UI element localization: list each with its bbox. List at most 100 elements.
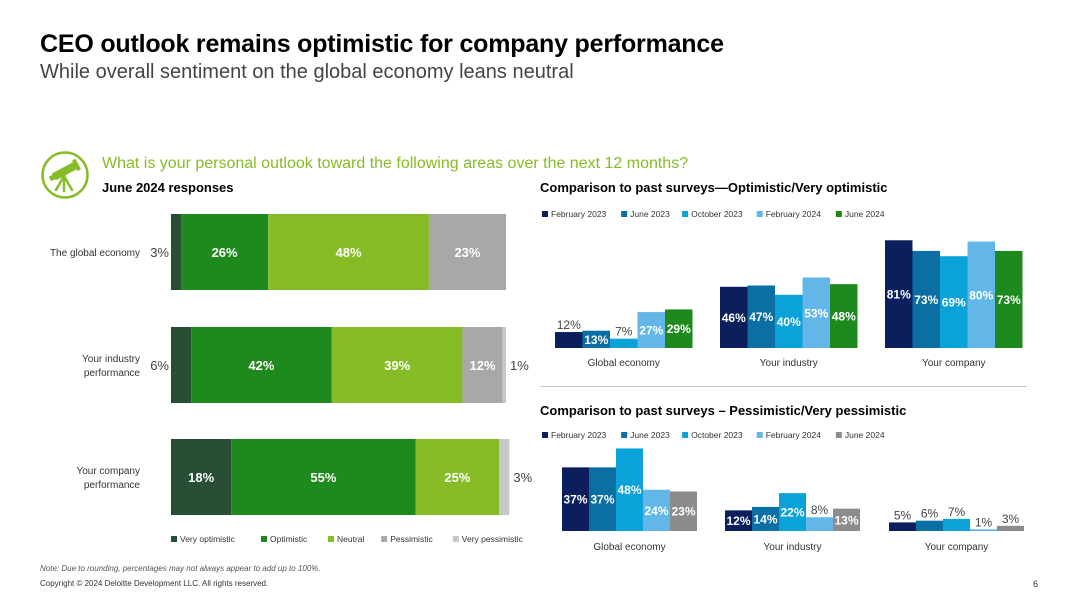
legend-item: June 2023 bbox=[630, 430, 670, 440]
legend-swatch bbox=[682, 211, 689, 217]
data-label: 1% bbox=[510, 358, 529, 373]
bar-february-2024 bbox=[802, 277, 830, 348]
bar-june-2023 bbox=[916, 520, 943, 531]
bar-february-2023 bbox=[725, 510, 752, 531]
legend-item: February 2024 bbox=[766, 209, 822, 219]
data-label: 12% bbox=[470, 358, 496, 373]
data-label: 48% bbox=[617, 483, 641, 497]
data-label: 18% bbox=[188, 470, 214, 485]
bar-segment-pessimistic bbox=[428, 214, 506, 290]
bar-segment-very-pessimistic bbox=[502, 327, 506, 403]
bar-segment-optimistic bbox=[191, 327, 332, 403]
data-label: 5% bbox=[894, 508, 912, 522]
data-label: 23% bbox=[671, 505, 695, 519]
legend-item: February 2023 bbox=[551, 430, 607, 440]
category-label: Your company bbox=[925, 542, 989, 553]
data-label: 42% bbox=[248, 358, 274, 373]
legend-item: Pessimistic bbox=[390, 534, 433, 544]
data-label: 23% bbox=[454, 245, 480, 260]
category-label: Global economy bbox=[588, 358, 660, 369]
page-subtitle: While overall sentiment on the global ec… bbox=[40, 61, 574, 83]
data-label: 24% bbox=[644, 504, 668, 518]
category-label: The global economy bbox=[50, 248, 140, 259]
bar-june-2024 bbox=[997, 525, 1024, 531]
legend-item: Neutral bbox=[337, 534, 365, 544]
legend-swatch bbox=[542, 211, 548, 217]
bar-october-2023 bbox=[775, 294, 803, 348]
pessimistic-comparison-chart: February 2023 June 2023 October 2023 Februa… bbox=[542, 430, 1024, 553]
legend-item: October 2023 bbox=[691, 430, 743, 440]
bar-february-2024 bbox=[970, 529, 997, 531]
data-label: 12% bbox=[726, 514, 750, 528]
bar-february-2023 bbox=[562, 467, 589, 531]
data-label: 48% bbox=[832, 310, 856, 324]
optimistic-chart-title: Comparison to past surveys—Optimistic/Ve… bbox=[540, 180, 888, 195]
legend-item: October 2023 bbox=[691, 209, 743, 219]
bar-june-2024 bbox=[830, 284, 858, 348]
data-label: 13% bbox=[834, 513, 858, 527]
bar-segment-neutral bbox=[331, 327, 463, 403]
category-label: Your industry bbox=[82, 354, 140, 365]
bar-june-2023 bbox=[912, 250, 940, 348]
legend-swatch bbox=[835, 432, 842, 438]
data-label: 55% bbox=[310, 470, 336, 485]
bar-segment-optimistic bbox=[181, 214, 269, 290]
data-label: 3% bbox=[1002, 512, 1020, 526]
data-label: 7% bbox=[948, 505, 966, 519]
legend-swatch bbox=[835, 211, 842, 217]
data-label: 1% bbox=[975, 515, 993, 529]
data-label: 12% bbox=[557, 318, 581, 332]
legend-swatch bbox=[261, 536, 267, 542]
legend-swatch bbox=[621, 432, 628, 438]
bar-october-2023 bbox=[943, 518, 970, 531]
stacked-bar-chart: The global economy 3% 26% 48% 23% Your indust… bbox=[50, 214, 533, 544]
data-label: 22% bbox=[780, 506, 804, 520]
data-label: 27% bbox=[639, 324, 663, 338]
data-label: 46% bbox=[722, 311, 746, 325]
bar-february-2023 bbox=[885, 240, 913, 348]
data-label: 26% bbox=[212, 245, 238, 260]
pessimistic-chart-title: Comparison to past surveys – Pessimistic… bbox=[540, 403, 907, 418]
bar-june-2024 bbox=[833, 508, 860, 531]
data-label: 47% bbox=[749, 310, 773, 324]
bar-segment-very-optimistic bbox=[171, 439, 232, 515]
bar-february-2024 bbox=[967, 241, 995, 348]
bar-february-2024 bbox=[643, 489, 670, 531]
legend-item: June 2024 bbox=[845, 209, 885, 219]
legend-swatch bbox=[452, 536, 459, 542]
bar-june-2023 bbox=[752, 506, 779, 531]
bar-segment-very-pessimistic bbox=[499, 439, 510, 515]
legend-swatch bbox=[171, 536, 177, 542]
legend-item: February 2024 bbox=[766, 430, 822, 440]
bar-june-2023 bbox=[747, 285, 775, 348]
category-label: performance bbox=[84, 368, 141, 379]
data-label: 3% bbox=[150, 245, 169, 260]
legend-item: June 2024 bbox=[845, 430, 885, 440]
data-label: 39% bbox=[384, 358, 410, 373]
legend-swatch bbox=[682, 432, 689, 438]
data-label: 80% bbox=[969, 288, 993, 302]
legend-item: Very pessimistic bbox=[462, 534, 524, 544]
page-number: 6 bbox=[1033, 579, 1039, 589]
data-label: 69% bbox=[942, 296, 966, 310]
bar-february-2023 bbox=[889, 522, 916, 531]
copyright: Copyright © 2024 Deloitte Development LL… bbox=[40, 579, 269, 588]
data-label: 53% bbox=[804, 306, 828, 320]
bar-segment-optimistic bbox=[231, 439, 416, 515]
data-label: 73% bbox=[997, 293, 1021, 307]
bar-june-2024 bbox=[665, 309, 693, 348]
legend-swatch bbox=[381, 536, 388, 542]
bar-october-2023 bbox=[940, 256, 968, 348]
category-label: Your company bbox=[76, 466, 140, 477]
bar-june-2023 bbox=[582, 330, 610, 348]
data-label: 8% bbox=[811, 503, 829, 517]
data-label: 37% bbox=[563, 493, 587, 507]
bar-segment-neutral bbox=[415, 439, 500, 515]
bar-october-2023 bbox=[779, 493, 806, 531]
optimistic-comparison-chart: February 2023 June 2023 October 2023 Februa… bbox=[542, 209, 1023, 369]
data-label: 29% bbox=[667, 322, 691, 336]
data-label: 25% bbox=[444, 470, 470, 485]
bar-segment-pessimistic bbox=[462, 327, 503, 403]
bar-june-2024 bbox=[670, 491, 697, 531]
legend-item: Very optimistic bbox=[180, 534, 236, 544]
